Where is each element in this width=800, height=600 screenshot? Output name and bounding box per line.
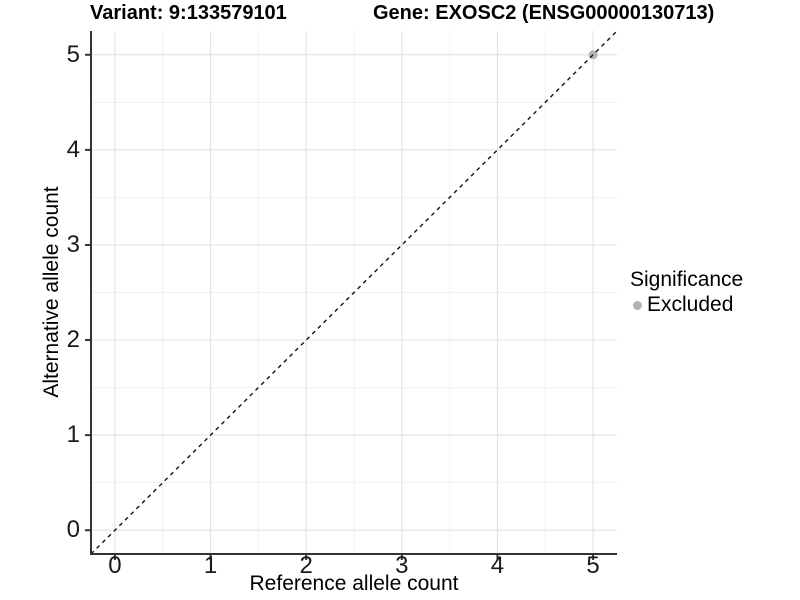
x-tick-label: 5: [586, 552, 600, 579]
y-tick-label: 2: [66, 326, 80, 354]
x-tick-label: 4: [490, 552, 505, 579]
x-tick-label: 3: [395, 552, 409, 579]
x-axis-title: Reference allele count: [249, 572, 459, 595]
legend-point-icon: [633, 300, 642, 310]
y-tick-label: 1: [66, 421, 80, 449]
identity-reference-line: [90, 30, 618, 555]
legend-item: Excluded: [630, 293, 743, 317]
y-tick-label: 5: [66, 40, 80, 68]
legend: Significance Excluded: [630, 268, 743, 317]
x-tick-label: 1: [203, 552, 218, 579]
plot-title-gene: Gene: EXOSC2 (ENSG00000130713): [373, 2, 715, 24]
x-tick-label: 2: [299, 552, 313, 579]
y-axis-title: Alternative allele count: [40, 186, 63, 398]
y-tick-label: 4: [66, 135, 80, 163]
y-tick-label: 3: [66, 230, 80, 258]
plot-title-variant: Variant: 9:133579101: [90, 2, 287, 24]
x-tick-label: 0: [108, 552, 122, 579]
legend-title: Significance: [630, 268, 744, 291]
y-tick-label: 0: [66, 516, 80, 544]
legend-item-label: Excluded: [647, 293, 734, 316]
